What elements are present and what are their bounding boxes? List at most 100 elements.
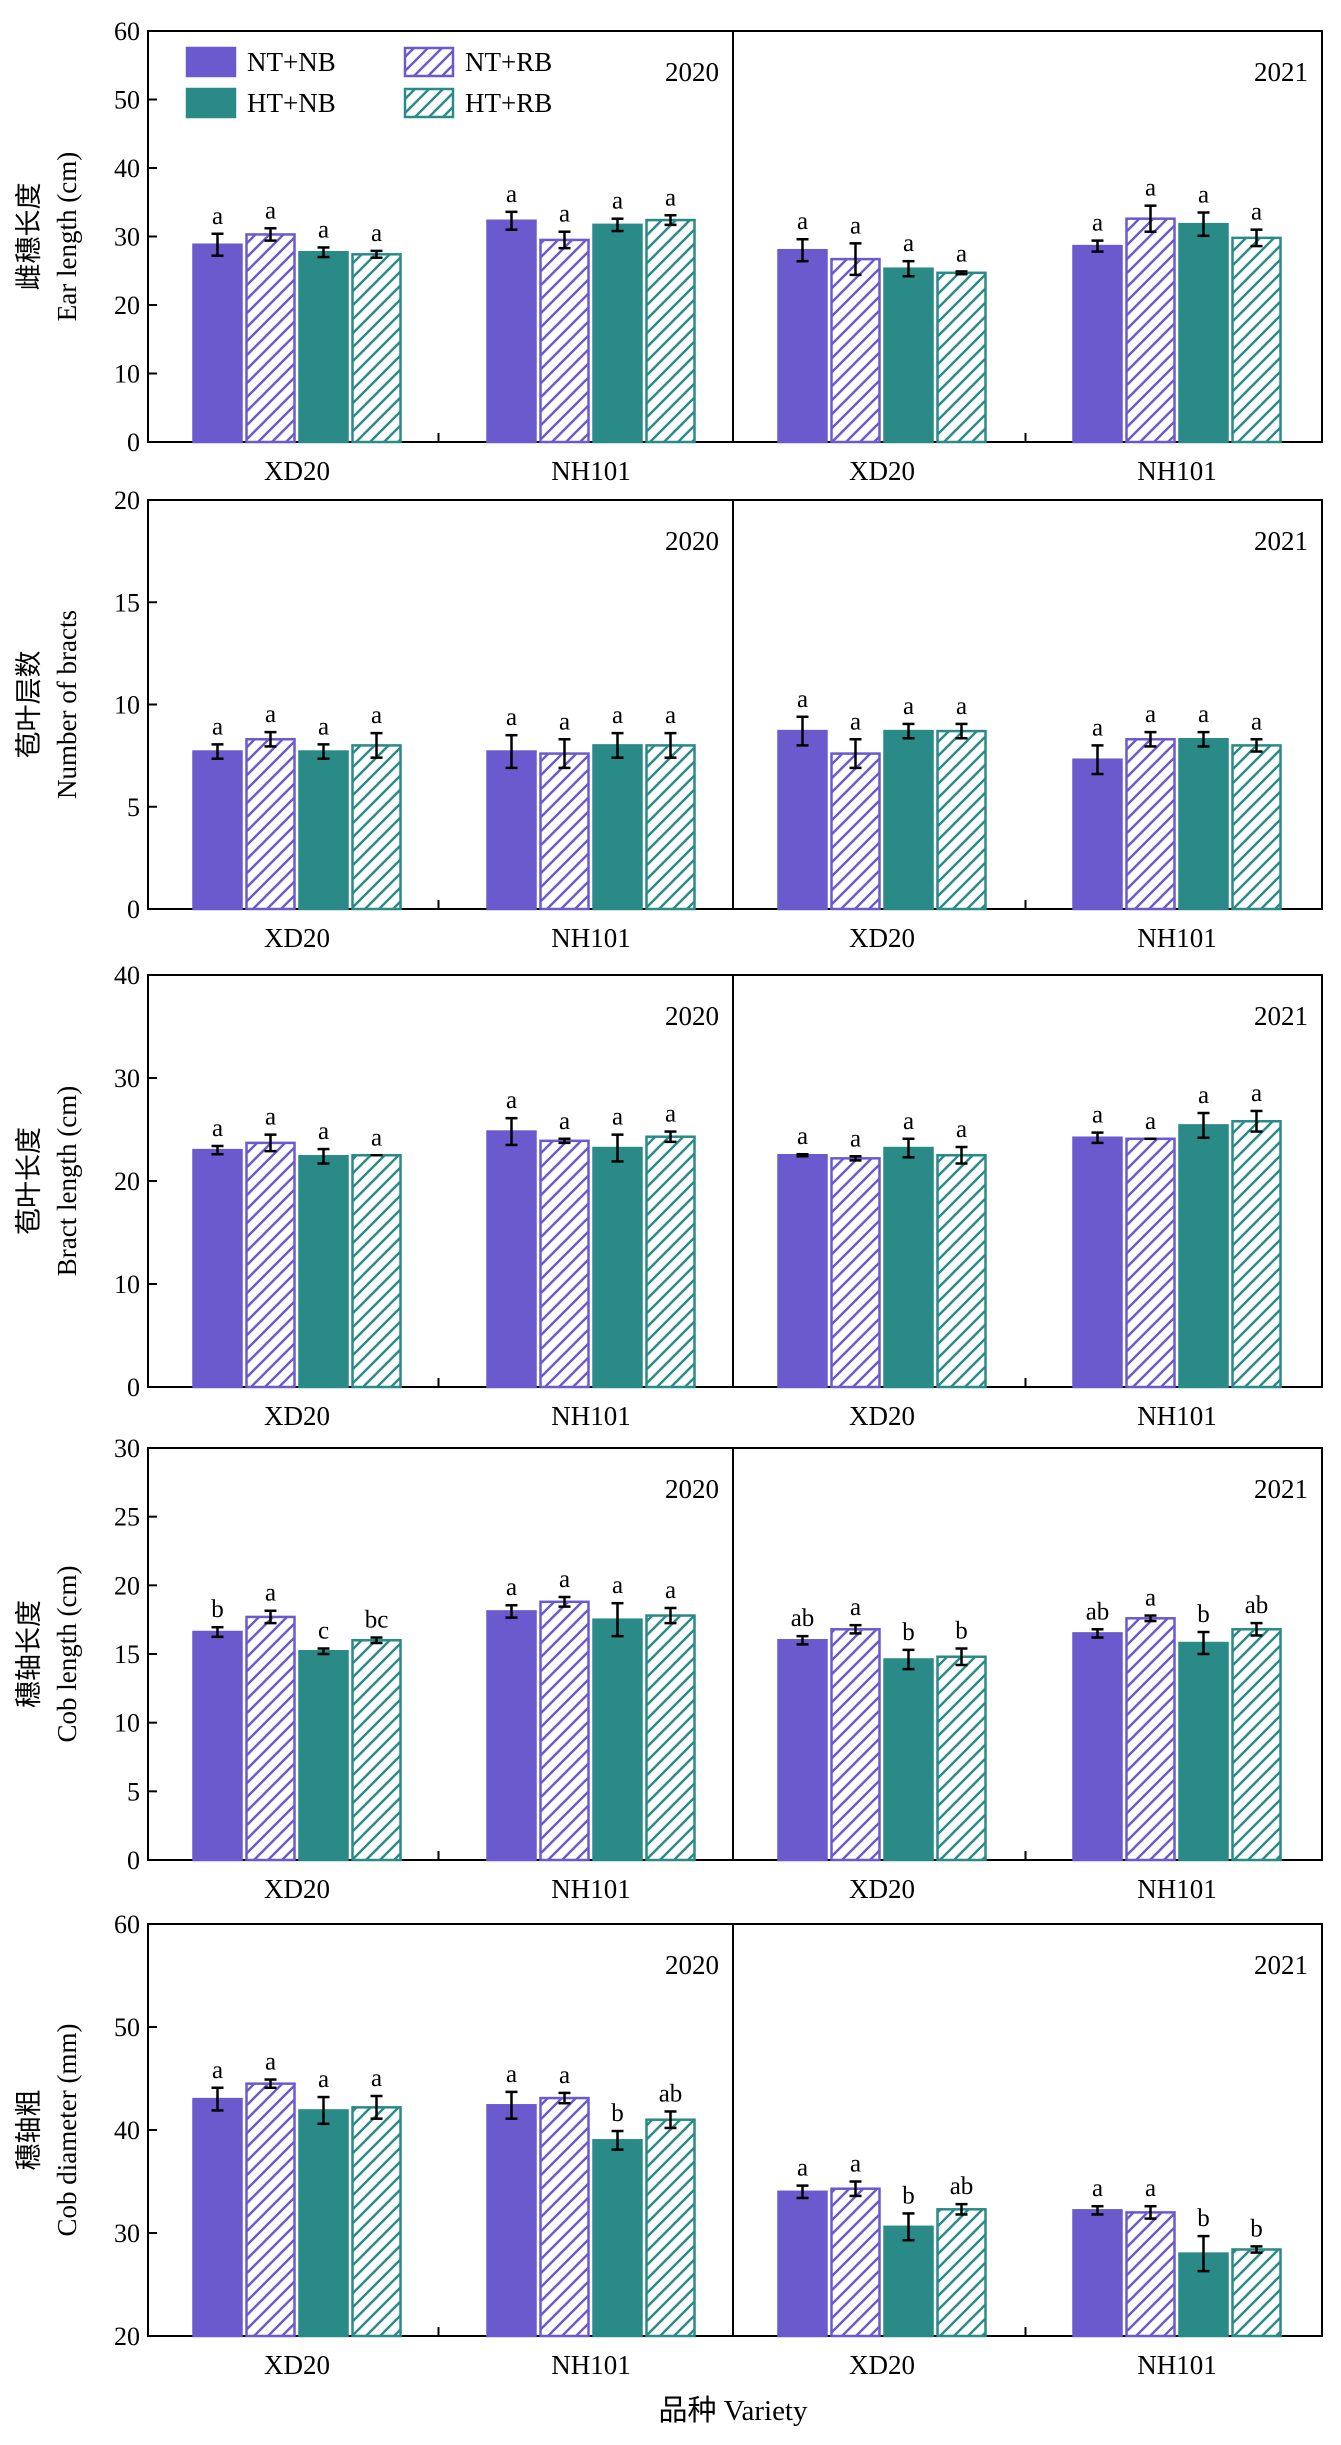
- y-tick-label: 50: [114, 2013, 140, 2042]
- significance-label: a: [371, 1124, 382, 1151]
- x-category-label: XD20: [849, 2350, 915, 2380]
- bar: [539, 2096, 590, 2338]
- y-tick-label: 40: [114, 2116, 140, 2145]
- bar: [486, 1130, 537, 1389]
- significance-label: a: [318, 1118, 329, 1145]
- bar: [1072, 1136, 1123, 1389]
- bar: [592, 744, 643, 911]
- significance-label: a: [612, 188, 623, 215]
- significance-label: b: [902, 2182, 915, 2209]
- significance-label: a: [956, 693, 967, 720]
- y-tick-label: 25: [114, 1503, 140, 1532]
- bar: [1231, 236, 1282, 444]
- significance-label: a: [956, 1116, 967, 1143]
- significance-label: a: [797, 208, 808, 235]
- chart-row-5: 20 30 40 50 60 穗轴粗 Cob diameter (mm) 2020 XD20 a a…: [14, 1910, 1323, 2380]
- y-tick-label: 30: [114, 223, 140, 252]
- chart-row-4: 0 5 10 15 20 25 30 穗轴长度 Cob length (cm) 2020 XD20 b…: [14, 1434, 1323, 1904]
- x-category-label: XD20: [849, 1401, 915, 1431]
- significance-label: a: [559, 1108, 570, 1135]
- legend-swatch: [185, 87, 237, 119]
- legend-label: NT+NB: [247, 47, 336, 77]
- y-tick-label: 40: [114, 961, 140, 990]
- significance-label: a: [1251, 708, 1262, 735]
- bar: [830, 1628, 881, 1862]
- y-tick-label: 0: [127, 1846, 140, 1875]
- significance-label: a: [506, 704, 517, 731]
- significance-label: a: [665, 702, 676, 729]
- y-tick-label: 15: [114, 588, 140, 617]
- significance-label: a: [1092, 2175, 1103, 2202]
- bar: [351, 2106, 402, 2338]
- bar: [936, 2208, 987, 2338]
- bar: [1178, 738, 1229, 911]
- bar: [645, 2118, 696, 2338]
- significance-label: a: [318, 216, 329, 243]
- significance-label: c: [318, 1618, 329, 1645]
- significance-label: a: [212, 713, 223, 740]
- significance-label: b: [611, 2100, 624, 2127]
- significance-label: a: [1145, 1108, 1156, 1135]
- significance-label: a: [850, 1125, 861, 1152]
- significance-label: a: [559, 1566, 570, 1593]
- significance-label: a: [559, 201, 570, 228]
- x-category-label: NH101: [1137, 2350, 1217, 2380]
- significance-label: a: [265, 1580, 276, 1607]
- x-category-label: XD20: [264, 456, 330, 486]
- significance-label: a: [318, 713, 329, 740]
- bar: [936, 1154, 987, 1389]
- bar: [298, 750, 349, 911]
- y-axis-label-cn: 穗轴粗: [14, 2090, 44, 2171]
- bar: [1072, 758, 1123, 911]
- significance-label: a: [506, 1574, 517, 1601]
- legend-label: HT+RB: [465, 88, 552, 118]
- significance-label: a: [371, 220, 382, 247]
- panel-year-label: 2021: [1254, 526, 1308, 556]
- significance-label: a: [797, 2155, 808, 2182]
- bar: [830, 2187, 881, 2338]
- x-category-label: XD20: [264, 2350, 330, 2380]
- y-axis-label-en: Cob length (cm): [52, 1566, 82, 1743]
- bar: [1072, 1632, 1123, 1862]
- bar: [486, 2104, 537, 2338]
- bar: [298, 2109, 349, 2338]
- significance-label: a: [371, 2065, 382, 2092]
- legend-swatch: [403, 46, 455, 78]
- bar: [592, 2139, 643, 2338]
- bar: [645, 218, 696, 444]
- bar: [1072, 2209, 1123, 2338]
- significance-label: a: [1198, 182, 1209, 209]
- bar: [645, 744, 696, 911]
- bar: [777, 248, 828, 444]
- panel-year-label: 2021: [1254, 1474, 1308, 1504]
- significance-label: a: [612, 1104, 623, 1131]
- y-tick-label: 10: [114, 360, 140, 389]
- bar: [830, 257, 881, 444]
- x-category-label: NH101: [551, 1401, 631, 1431]
- x-category-label: NH101: [1137, 1401, 1217, 1431]
- bar: [192, 1148, 243, 1389]
- bar: [883, 2225, 934, 2338]
- y-tick-label: 30: [114, 1434, 140, 1463]
- bar: [298, 251, 349, 444]
- x-category-label: NH101: [1137, 456, 1217, 486]
- significance-label: ab: [791, 1605, 815, 1632]
- chart-row-2: 0 5 10 15 20 苞叶层数 Number of bracts 2020 XD20 a a a a…: [14, 486, 1323, 953]
- significance-label: a: [559, 2062, 570, 2089]
- bar: [192, 750, 243, 911]
- significance-label: a: [797, 1123, 808, 1150]
- bar: [245, 1615, 296, 1862]
- x-category-label: XD20: [264, 923, 330, 953]
- y-tick-label: 0: [127, 428, 140, 457]
- bar: [777, 729, 828, 911]
- bar: [245, 233, 296, 444]
- bar: [1125, 2211, 1176, 2338]
- y-axis-label-cn: 雌穗长度: [14, 183, 44, 291]
- bar: [486, 1610, 537, 1862]
- significance-label: a: [850, 212, 861, 239]
- panel-year-label: 2020: [665, 526, 719, 556]
- bar: [1231, 1628, 1282, 1862]
- x-category-label: XD20: [849, 456, 915, 486]
- significance-label: b: [211, 1596, 224, 1623]
- x-category-label: NH101: [1137, 1874, 1217, 1904]
